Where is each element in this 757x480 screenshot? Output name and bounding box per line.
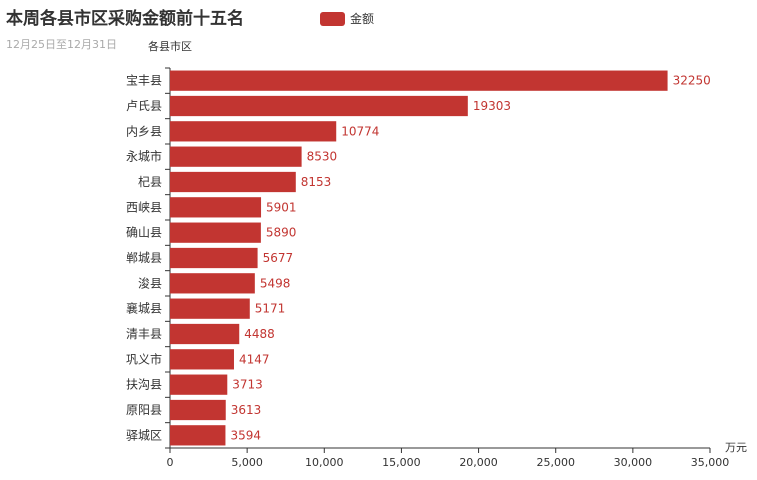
x-tick-label: 20,000 [459, 456, 498, 469]
bar-value-label: 5677 [263, 251, 294, 265]
bar [170, 374, 228, 395]
y-tick-label: 卢氏县 [126, 98, 162, 113]
bar [170, 298, 250, 319]
bar-value-label: 5498 [260, 276, 291, 290]
y-tick-label: 郸城县 [126, 251, 162, 265]
x-tick-label: 5,000 [231, 456, 263, 469]
bar-value-label: 3594 [230, 428, 261, 442]
bar-value-label: 4147 [239, 352, 270, 366]
y-tick-label: 宝丰县 [126, 74, 162, 88]
bar [170, 121, 337, 142]
chart-title: 本周各县市区采购金额前十五名 [6, 9, 244, 29]
chart-subtitle: 12月25日至12月31日 [6, 38, 117, 51]
bar-value-label: 4488 [244, 327, 275, 341]
bar [170, 349, 234, 370]
bar-value-label: 5890 [266, 226, 297, 240]
bar [170, 197, 262, 218]
legend-label: 金额 [350, 12, 375, 26]
y-tick-label: 原阳县 [126, 403, 162, 417]
bar [170, 95, 468, 117]
x-tick-label: 30,000 [614, 456, 653, 469]
bar [170, 273, 255, 294]
x-tick-label: 15,000 [382, 456, 421, 469]
bar [170, 171, 296, 193]
bar-value-label: 3613 [231, 403, 262, 417]
bar [170, 323, 240, 345]
x-tick-label: 25,000 [536, 456, 575, 469]
y-tick-label: 杞县 [138, 175, 162, 189]
bar [170, 425, 226, 446]
bar [170, 247, 258, 269]
x-axis-title: 万元 [725, 441, 747, 454]
bar-value-label: 5901 [266, 200, 297, 214]
x-tick-label: 10,000 [305, 456, 344, 469]
bar [170, 399, 226, 421]
legend[interactable]: 金额 [320, 10, 374, 27]
bar-value-label: 32250 [673, 74, 711, 88]
y-tick-label: 确山县 [126, 226, 162, 240]
bar-value-label: 3713 [232, 378, 263, 392]
bar-value-label: 8153 [301, 175, 332, 189]
y-tick-label: 巩义市 [126, 351, 162, 366]
bar [170, 222, 261, 243]
bar [170, 70, 668, 91]
legend-swatch [320, 11, 345, 26]
y-tick-label: 扶沟县 [126, 377, 162, 392]
bar-value-label: 19303 [473, 99, 511, 113]
bar-value-label: 10774 [341, 124, 379, 138]
bar [170, 146, 302, 167]
bar-value-label: 8530 [307, 150, 338, 164]
y-tick-label: 驿城区 [126, 428, 162, 442]
y-tick-label: 内乡县 [126, 124, 162, 138]
y-tick-label: 浚县 [138, 275, 162, 290]
y-tick-label: 西峡县 [126, 200, 162, 214]
y-tick-label: 清丰县 [126, 327, 162, 341]
x-tick-label: 0 [167, 456, 174, 469]
y-tick-label: 永城市 [126, 149, 162, 164]
y-axis-title: 各县市区 [148, 39, 192, 53]
y-tick-label: 襄城县 [126, 301, 162, 316]
x-tick-label: 35,000 [691, 456, 730, 469]
bar-value-label: 5171 [255, 302, 286, 316]
